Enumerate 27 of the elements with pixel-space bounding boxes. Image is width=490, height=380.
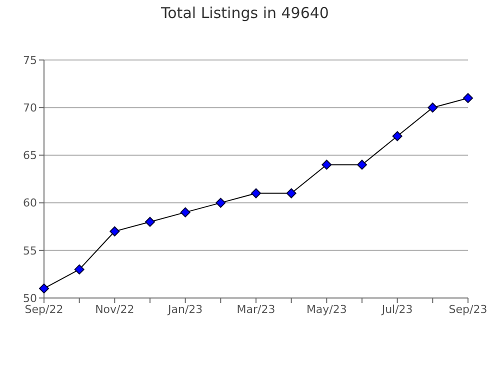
y-tick-label: 60 [23, 196, 37, 210]
x-tick-label: Mar/23 [236, 302, 276, 316]
point [322, 160, 332, 170]
y-tick-label: 50 [23, 292, 37, 305]
point [251, 188, 261, 198]
y-tick-label: 75 [23, 54, 37, 67]
point [392, 131, 402, 142]
point [110, 226, 120, 236]
point [74, 264, 84, 274]
point [180, 207, 190, 218]
point [357, 160, 367, 170]
point [145, 216, 155, 227]
x-tick-label: Sep/22 [24, 302, 64, 316]
x-tick-label: Jul/23 [380, 302, 413, 316]
chart-title: Total Listings in 49640 [160, 4, 330, 22]
x-tick-label: Jan/23 [166, 302, 203, 316]
point [428, 102, 438, 113]
point [39, 283, 49, 294]
y-tick-label: 70 [23, 102, 37, 115]
x-tick-label: Nov/22 [95, 302, 134, 316]
y-tick-label: 55 [23, 244, 37, 258]
point [463, 93, 473, 104]
x-tick-label: May/23 [306, 302, 347, 316]
point [216, 198, 226, 208]
x-tick-label: Sep/23 [448, 302, 488, 316]
y-tick-label: 65 [23, 149, 37, 162]
point [286, 188, 296, 198]
